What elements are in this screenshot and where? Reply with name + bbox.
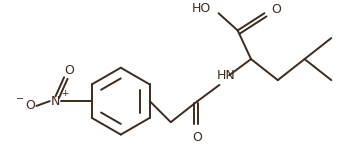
Text: N: N — [51, 95, 60, 108]
Text: +: + — [61, 89, 69, 98]
Text: O: O — [192, 131, 203, 144]
Text: O: O — [26, 99, 36, 112]
Text: HN: HN — [217, 69, 236, 82]
Text: HO: HO — [192, 2, 211, 15]
Text: O: O — [64, 64, 74, 77]
Text: −: − — [16, 94, 24, 104]
Text: O: O — [271, 3, 281, 16]
